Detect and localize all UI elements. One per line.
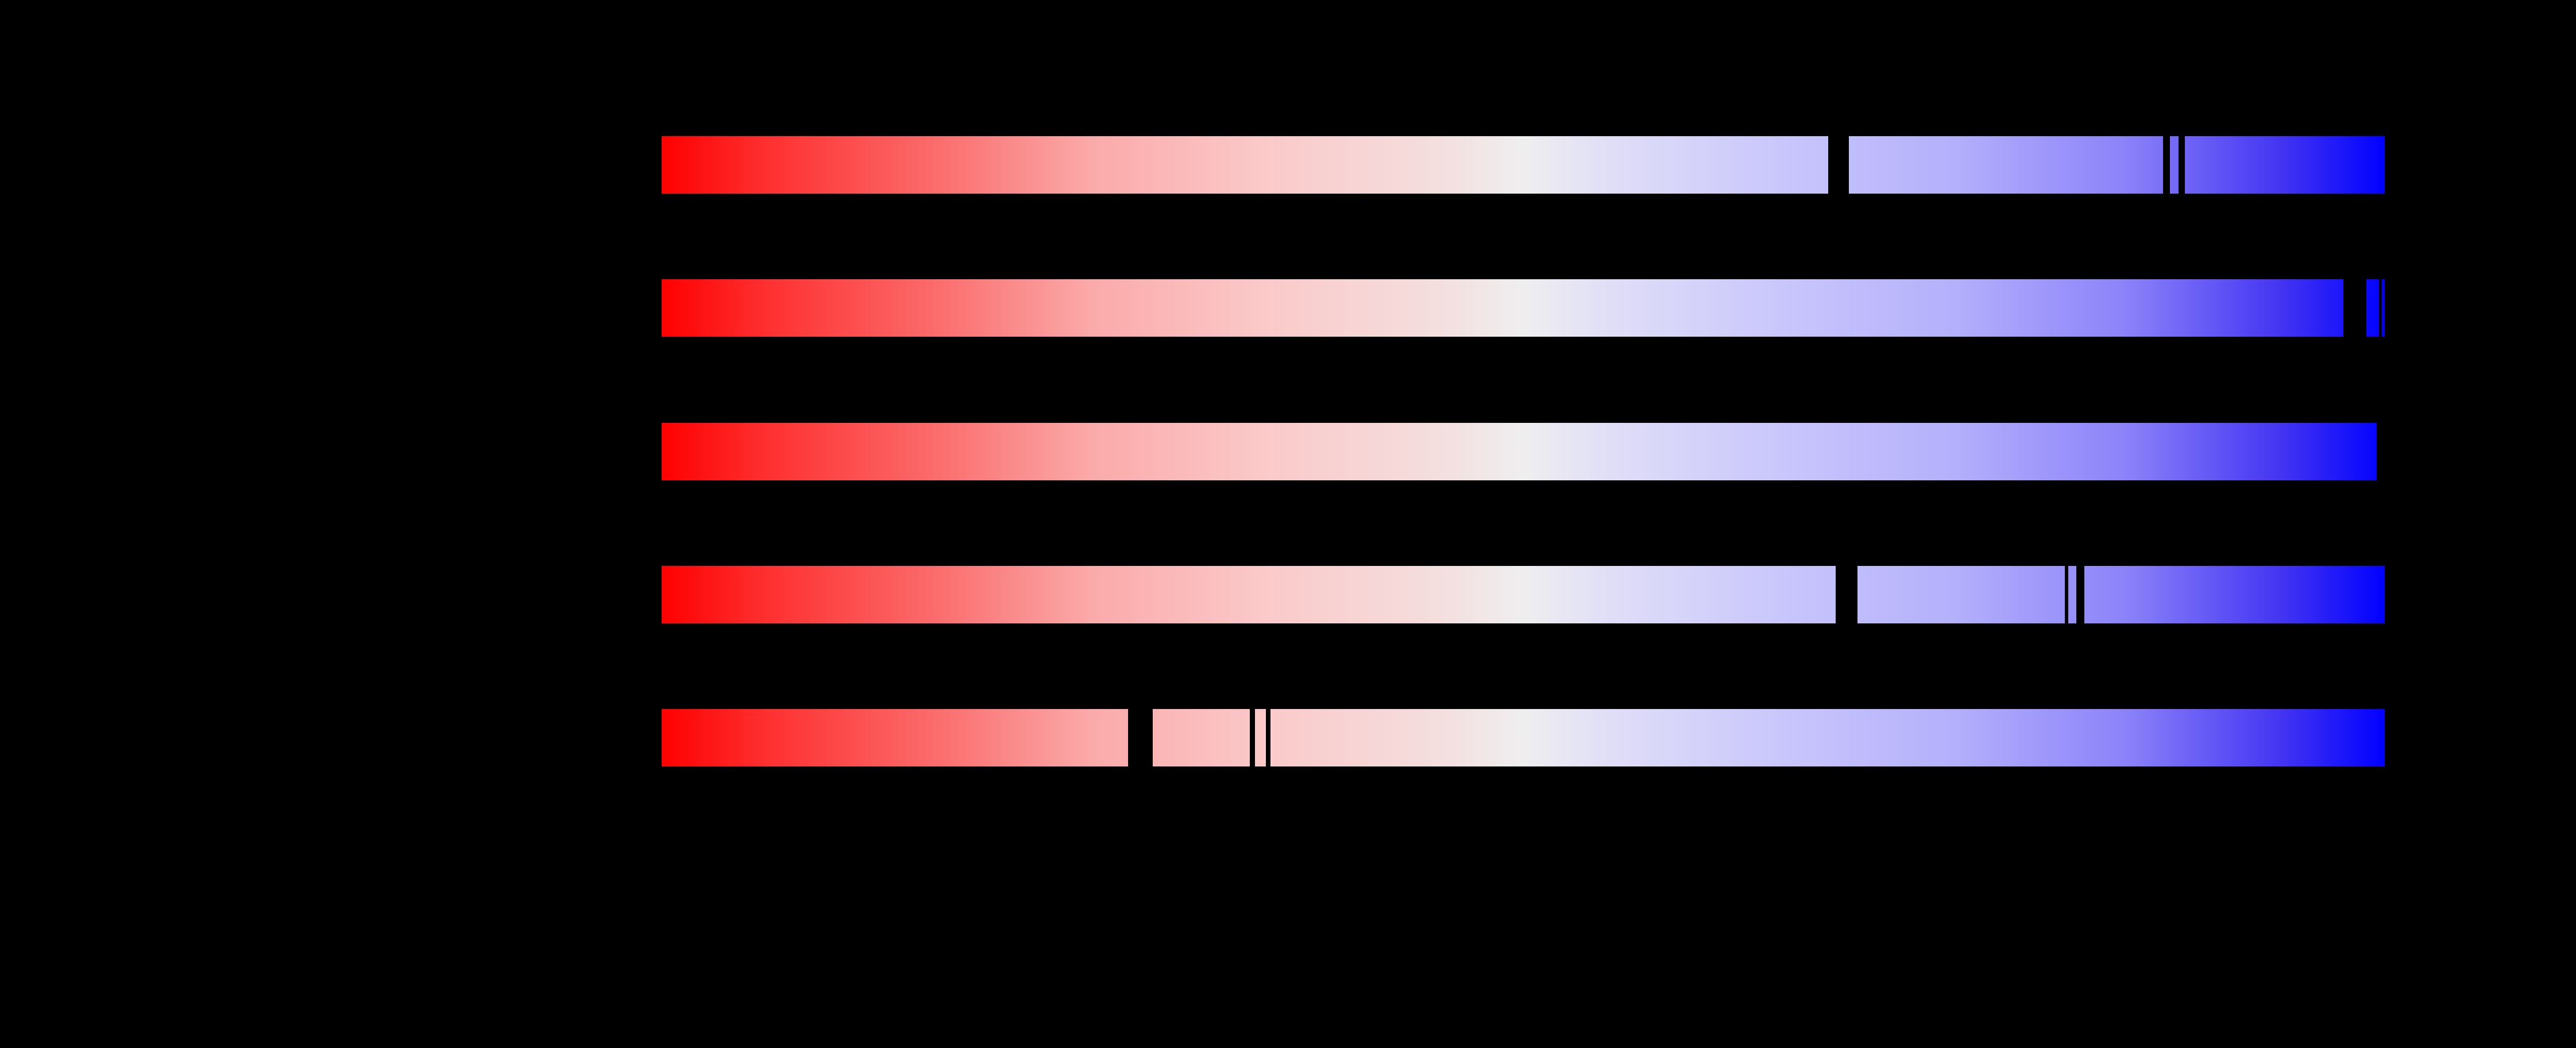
bar-gap (1128, 709, 1153, 766)
bar-gap (2163, 136, 2170, 194)
bar-gap (2179, 136, 2185, 194)
bar-gap (2343, 279, 2366, 337)
gradient-bar-row-5 (662, 709, 2385, 766)
bar-gap (1266, 709, 1270, 766)
bar-gap (2065, 566, 2068, 623)
bar-gap (1250, 709, 1255, 766)
bar-gap (1836, 566, 1857, 623)
bar-gap (1828, 136, 1849, 194)
gradient-bar-row-1 (662, 136, 2385, 194)
bar-gap (2076, 566, 2084, 623)
gradient-bar-row-3 (662, 423, 2377, 480)
gradient-bar-row-2 (662, 279, 2385, 337)
gradient-bar-row-4 (662, 566, 2385, 623)
bar-gap (2379, 279, 2382, 337)
